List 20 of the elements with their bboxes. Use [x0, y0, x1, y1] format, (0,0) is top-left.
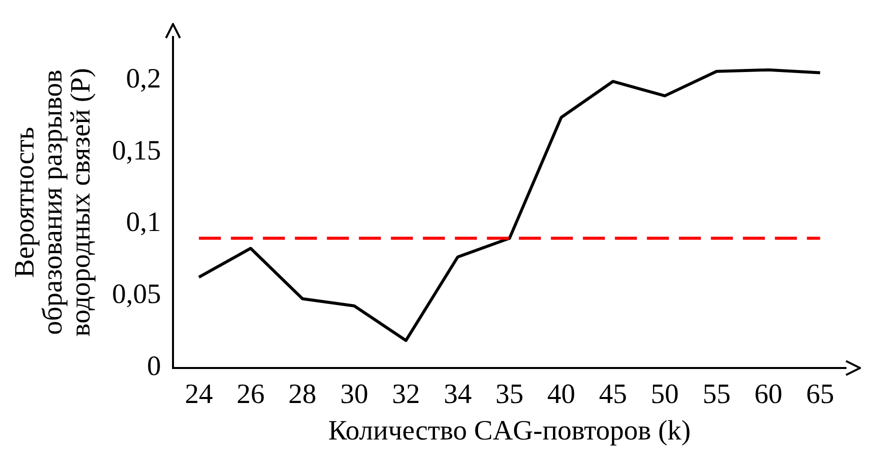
y-tick-label: 0,15 — [112, 135, 161, 166]
y-axis-title: Вероятность образования разрывов водородных связей (Р) — [9, 68, 96, 337]
x-tick-label: 55 — [702, 378, 731, 410]
x-tick-label: 65 — [806, 378, 834, 410]
x-tick-label: 60 — [754, 378, 782, 410]
x-tick-label: 30 — [340, 378, 368, 410]
y-tick-label: 0 — [147, 351, 161, 382]
y-tick-label: 0,05 — [112, 279, 161, 310]
x-tick-label: 28 — [288, 378, 316, 410]
x-tick-label: 34 — [444, 378, 472, 410]
y-tick-label: 0,1 — [126, 207, 161, 238]
x-tick-label: 35 — [496, 378, 524, 410]
x-tick-label: 40 — [547, 378, 576, 410]
x-axis-title: Количество CAG-повторов (k) — [328, 416, 691, 447]
x-tick-label: 50 — [650, 378, 679, 410]
y-tick-label: 0,2 — [126, 63, 161, 94]
x-tick-label: 26 — [236, 378, 265, 410]
x-tick-label: 32 — [392, 378, 420, 410]
x-tick-label: 45 — [599, 378, 628, 410]
x-tick-label: 24 — [184, 378, 213, 410]
